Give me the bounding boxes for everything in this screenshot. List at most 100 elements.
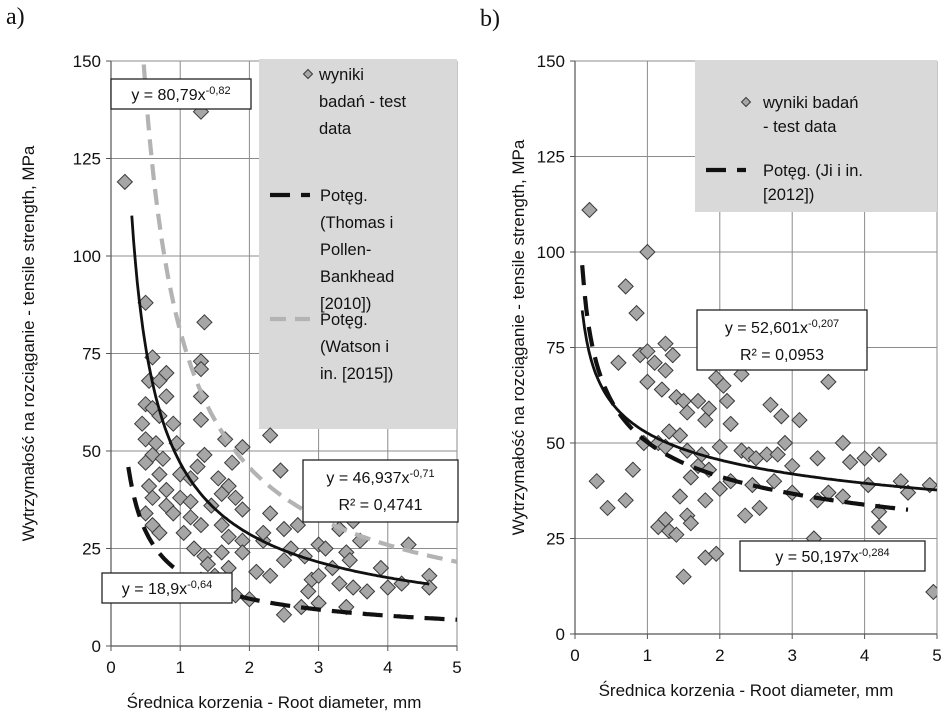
data-point-diamond — [762, 396, 779, 414]
trend-curves — [580, 265, 937, 512]
x-tick-label: 5 — [932, 646, 941, 665]
data-point-diamond — [791, 411, 808, 429]
panel-label: a) — [6, 4, 25, 30]
data-point-diamond — [856, 450, 873, 467]
data-points — [581, 201, 937, 601]
x-tick-label: 2 — [715, 646, 724, 665]
data-point-diamond — [175, 524, 192, 542]
data-point-diamond — [213, 485, 230, 503]
data-point-diamond — [261, 427, 279, 444]
r-squared-text: R² = 0,4741 — [338, 497, 422, 514]
x-axis-title: Średnica korzenia - Root diameter, mm — [127, 693, 422, 712]
data-point-diamond — [892, 472, 910, 490]
data-point-diamond — [133, 415, 151, 432]
x-tick-label: 0 — [106, 658, 115, 677]
legend-entry-text: in. [2015]) — [320, 365, 393, 383]
data-point-diamond — [581, 201, 598, 219]
data-point-diamond — [689, 392, 707, 410]
equation-text: y = 18,9x-0,64 — [122, 579, 212, 598]
data-point-diamond — [736, 507, 754, 524]
data-point-diamond — [722, 415, 739, 433]
x-tick-label: 3 — [314, 658, 323, 677]
y-tick-label: 150 — [537, 52, 565, 71]
data-point-diamond — [657, 362, 674, 379]
data-point-diamond — [210, 470, 227, 487]
legend-entry-text: Potęg. — [320, 187, 368, 205]
eq-thomas: y = 18,9x-0,64 — [101, 572, 233, 604]
data-point-diamond — [137, 454, 154, 471]
eq-fit-a: y = 46,937x-0,71 R² = 0,4741 — [302, 459, 459, 523]
equation-text: y = 52,601x-0,207 — [725, 318, 839, 337]
data-point-diamond — [310, 567, 327, 585]
data-point-diamond — [300, 583, 317, 600]
equation-box — [101, 572, 233, 604]
y-tick-label: 25 — [546, 530, 565, 549]
y-tick-label: 50 — [82, 442, 101, 461]
legend-entry-text: Potęg. (Ji i in. — [763, 162, 863, 180]
data-point-diamond — [341, 551, 358, 569]
data-point-diamond — [213, 516, 230, 534]
data-point-diamond — [372, 559, 390, 577]
data-point-diamond — [834, 434, 852, 452]
legend-entry-text: data — [319, 120, 352, 138]
data-point-diamond — [379, 579, 397, 596]
data-point-diamond — [192, 360, 210, 378]
data-point-diamond — [275, 606, 293, 624]
y-tick-label: 0 — [556, 625, 565, 644]
legend-entry-text: (Watson i — [320, 338, 389, 356]
eq-ji: y = 50,197x-0,284 — [739, 540, 926, 572]
data-point-diamond — [165, 415, 182, 432]
data-point-diamond — [711, 438, 729, 456]
data-point-diamond — [668, 526, 685, 543]
data-point-diamond — [189, 458, 206, 475]
y-tick-label: 125 — [73, 150, 101, 169]
x-tick-label: 5 — [452, 658, 461, 677]
data-point-diamond — [275, 520, 293, 538]
data-point-diamond — [870, 446, 888, 463]
data-point-diamond — [653, 381, 671, 398]
data-point-diamond — [769, 446, 786, 463]
data-point-diamond — [199, 555, 217, 573]
y-tick-label: 0 — [92, 637, 101, 656]
data-point-diamond — [820, 373, 837, 391]
data-point-diamond — [682, 515, 700, 532]
data-point-diamond — [870, 518, 888, 536]
legend-entry-text: Pollen- — [320, 241, 371, 259]
legend-entry-text: wyniki — [318, 66, 364, 84]
data-point-diamond — [751, 499, 768, 517]
data-point-diamond — [275, 551, 293, 569]
data-point-diamond — [234, 438, 251, 456]
data-point-diamond — [744, 476, 761, 494]
data-point-diamond — [158, 364, 175, 382]
x-tick-label: 3 — [787, 646, 796, 665]
data-point-diamond — [758, 446, 776, 463]
data-point-diamond — [773, 408, 790, 425]
y-tick-label: 25 — [82, 540, 101, 559]
data-point-diamond — [646, 354, 663, 371]
data-point-diamond — [624, 461, 642, 478]
trend-curve — [141, 61, 457, 564]
data-point-diamond — [234, 544, 251, 561]
data-point-diamond — [158, 481, 175, 499]
panel-label: b) — [480, 6, 500, 32]
data-point-diamond — [151, 524, 168, 542]
eq-fit-b: y = 52,601x-0,207 R² = 0,0953 — [696, 309, 868, 371]
data-point-diamond — [272, 462, 289, 479]
y-tick-label: 75 — [546, 339, 565, 358]
data-point-diamond — [639, 343, 656, 360]
y-tick-label: 50 — [546, 434, 565, 453]
data-point-diamond — [137, 505, 154, 522]
legend-box — [695, 60, 937, 212]
equation-box — [110, 78, 252, 110]
equation-text: y = 50,197x-0,284 — [775, 547, 889, 566]
data-point-diamond — [223, 454, 241, 471]
data-point-diamond — [617, 278, 634, 295]
y-axis-title: Wytrzymałość na rozciąganie - tensile st… — [509, 139, 528, 535]
data-point-diamond — [841, 453, 859, 471]
trend-curve — [580, 265, 909, 512]
data-point-diamond — [783, 457, 801, 475]
data-point-diamond — [675, 568, 692, 585]
data-point-diamond — [639, 243, 656, 261]
data-point-diamond — [151, 466, 168, 483]
data-point-diamond — [140, 477, 158, 495]
